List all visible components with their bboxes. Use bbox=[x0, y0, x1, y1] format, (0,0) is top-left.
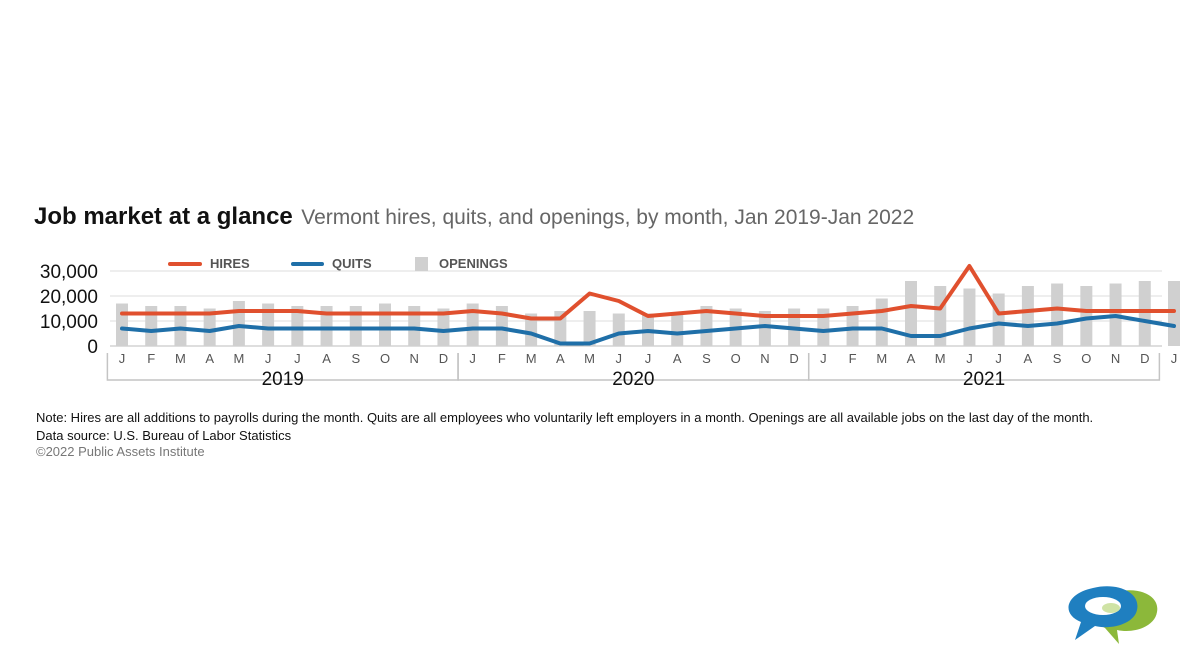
openings-bar bbox=[174, 306, 187, 346]
copyright: ©2022 Public Assets Institute bbox=[36, 444, 205, 459]
openings-bar bbox=[262, 303, 275, 346]
openings-bar bbox=[1138, 281, 1151, 346]
x-tick-label: M bbox=[876, 351, 887, 366]
openings-bar bbox=[291, 306, 304, 346]
x-tick-label: N bbox=[1111, 351, 1120, 366]
openings-bar bbox=[525, 313, 538, 346]
openings-bar bbox=[875, 298, 888, 346]
x-tick-label: A bbox=[556, 351, 565, 366]
openings-bar bbox=[203, 308, 216, 346]
x-tick-label: J bbox=[119, 351, 126, 366]
openings-bar bbox=[232, 301, 245, 346]
speech-bubbles-logo-icon bbox=[1068, 586, 1158, 644]
x-tick-label: D bbox=[789, 351, 798, 366]
chart-title: Job market at a glance bbox=[34, 203, 293, 230]
openings-bar bbox=[1168, 281, 1180, 346]
legend-swatch-openings bbox=[415, 257, 428, 271]
y-tick-label: 30,000 bbox=[40, 262, 98, 283]
openings-bar bbox=[145, 306, 158, 346]
chart-note: Note: Hires are all additions to payroll… bbox=[36, 409, 1093, 445]
x-tick-label: J bbox=[469, 351, 476, 366]
x-tick-label: J bbox=[995, 351, 1002, 366]
x-tick-label: S bbox=[1053, 351, 1062, 366]
x-tick-label: M bbox=[584, 351, 595, 366]
x-tick-label: N bbox=[760, 351, 769, 366]
y-tick-label: 10,000 bbox=[40, 312, 98, 333]
quits-line bbox=[120, 314, 1176, 346]
hires-line bbox=[120, 264, 1176, 321]
x-tick-label: J bbox=[616, 351, 623, 366]
x-tick-label: A bbox=[322, 351, 331, 366]
x-tick-label: A bbox=[907, 351, 916, 366]
x-tick-label: D bbox=[439, 351, 448, 366]
x-tick-label: A bbox=[205, 351, 214, 366]
year-label: 2021 bbox=[963, 369, 1005, 390]
openings-bar bbox=[612, 313, 625, 346]
chart-title-row: Job market at a glance Vermont hires, qu… bbox=[34, 203, 914, 231]
openings-bar bbox=[1051, 283, 1064, 346]
x-tick-label: J bbox=[294, 351, 301, 366]
x-tick-label: J bbox=[1171, 351, 1178, 366]
note-text: Note: Hires are all additions to payroll… bbox=[36, 410, 1094, 425]
y-tick-label: 20,000 bbox=[40, 287, 98, 308]
y-tick-label: 0 bbox=[87, 337, 98, 358]
x-tick-label: S bbox=[351, 351, 360, 366]
x-tick-label: O bbox=[380, 351, 390, 366]
openings-bar bbox=[437, 308, 450, 346]
x-tick-label: J bbox=[820, 351, 827, 366]
openings-bar bbox=[379, 303, 391, 346]
x-tick-label: M bbox=[175, 351, 186, 366]
year-label: 2019 bbox=[262, 369, 304, 390]
openings-bar bbox=[1021, 286, 1034, 346]
openings-bar bbox=[700, 306, 713, 346]
legend-label-hires: HIRES bbox=[210, 256, 250, 271]
x-tick-label: O bbox=[731, 351, 741, 366]
x-tick-label: J bbox=[966, 351, 973, 366]
legend-label-quits: QUITS bbox=[332, 256, 372, 271]
x-tick-label: A bbox=[1024, 351, 1033, 366]
year-bracket bbox=[807, 353, 1161, 381]
openings-bar bbox=[671, 313, 684, 346]
data-source: Data source: U.S. Bureau of Labor Statis… bbox=[36, 428, 292, 443]
x-tick-label: N bbox=[410, 351, 419, 366]
year-label: 2020 bbox=[612, 369, 654, 390]
openings-bar bbox=[963, 288, 976, 346]
x-tick-label: A bbox=[673, 351, 682, 366]
x-tick-label: F bbox=[147, 351, 155, 366]
chart-subtitle: Vermont hires, quits, and openings, by m… bbox=[301, 206, 915, 229]
openings-bar bbox=[905, 281, 917, 346]
openings-bar bbox=[992, 293, 1005, 346]
openings-bar bbox=[583, 311, 596, 346]
x-tick-label: D bbox=[1140, 351, 1149, 366]
x-tick-label: J bbox=[265, 351, 272, 366]
openings-bar bbox=[320, 306, 333, 346]
openings-bar bbox=[1080, 286, 1093, 346]
x-tick-label: S bbox=[702, 351, 711, 366]
openings-bar bbox=[846, 306, 859, 346]
openings-bar bbox=[466, 303, 479, 346]
job-market-chart: 0 10,000 20,000 30,000 HIRES QUITS OPENINGS J F M… bbox=[40, 256, 1180, 390]
x-tick-label: M bbox=[233, 351, 244, 366]
x-tick-label: M bbox=[526, 351, 537, 366]
x-tick-label: F bbox=[498, 351, 506, 366]
x-tick-label: M bbox=[935, 351, 946, 366]
x-tick-label: F bbox=[849, 351, 857, 366]
openings-bar bbox=[349, 306, 362, 346]
openings-bar bbox=[758, 311, 771, 346]
openings-bar bbox=[408, 306, 421, 346]
legend-label-openings: OPENINGS bbox=[439, 256, 508, 271]
openings-bar bbox=[116, 303, 128, 346]
x-tick-label: O bbox=[1081, 351, 1091, 366]
x-tick-label: J bbox=[645, 351, 652, 366]
